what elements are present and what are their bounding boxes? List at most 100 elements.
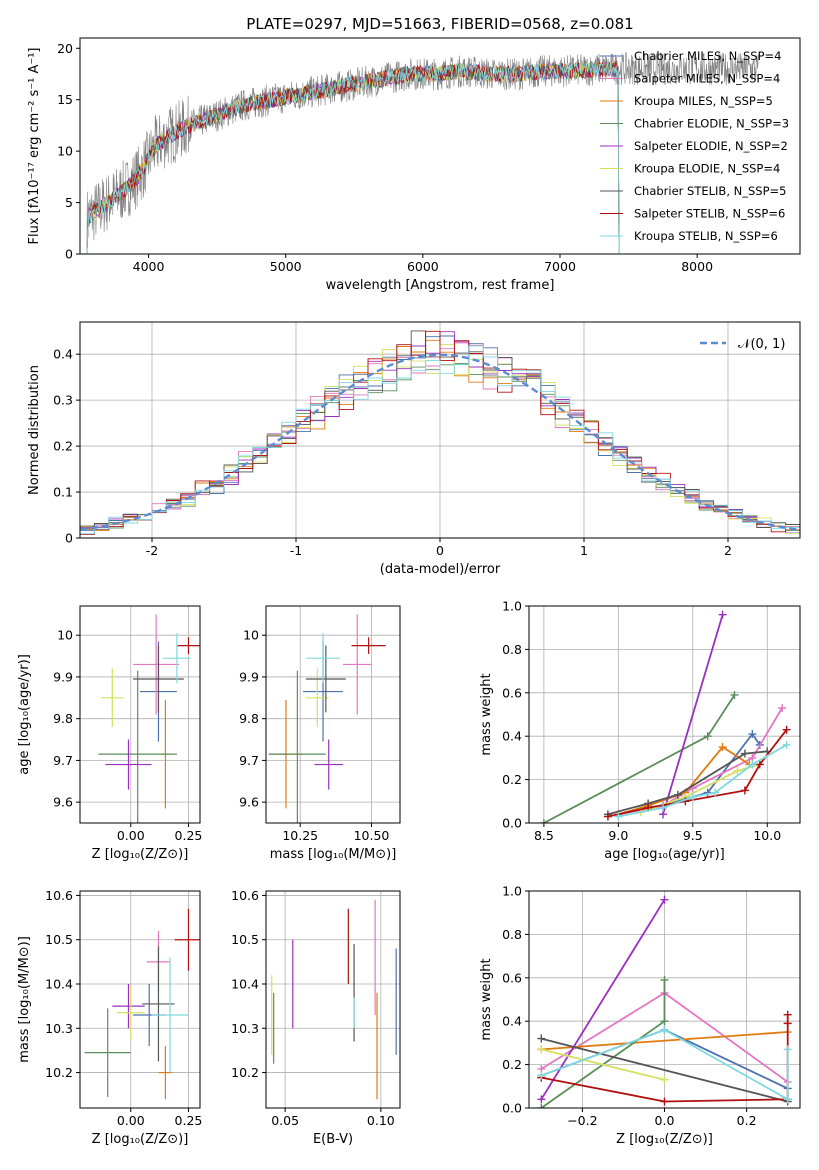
legend-entry: Chabrier MILES, N_SSP=4 (634, 49, 781, 63)
y-tick-label: 10.4 (231, 977, 259, 992)
errorbar-group (98, 614, 200, 823)
model-spectrum-line (86, 60, 620, 254)
x-tick-label: 0 (436, 543, 444, 558)
residual-histogram-panel: -2 -1 0 1 2 0 0.1 0.2 0.3 0.4 (data-model)/error No… (27, 321, 801, 577)
weight-series-line (541, 1031, 788, 1051)
x-tick-label: 10.25 (282, 828, 318, 843)
histogram-step-line (80, 345, 800, 535)
y-tick-label: 9.8 (239, 711, 259, 726)
x-axis-label: E(B-V) (313, 1132, 353, 1147)
legend-entry: Kroupa STELIB, N_SSP=6 (634, 229, 778, 243)
weight-series-line (543, 694, 736, 823)
y-tick-label: 20 (57, 41, 73, 56)
y-tick-label: 9.6 (239, 795, 259, 810)
age-vs-mass-panel: 10.25 10.50 9.6 9.7 9.8 9.9 10 mass [log₁₀(M/M⊙… (239, 605, 401, 862)
y-tick-label: 10.6 (45, 888, 73, 903)
legend-entry: Salpeter ELODIE, N_SSP=2 (634, 139, 788, 153)
y-tick-label: 9.6 (53, 795, 73, 810)
histogram-lines (80, 330, 800, 536)
errorbar-group (268, 614, 386, 823)
y-tick-label: 0.4 (502, 1014, 522, 1029)
legend-entry: Salpeter MILES, N_SSP=4 (634, 72, 780, 86)
axes-frame (265, 605, 401, 824)
y-tick-label: 15 (57, 92, 73, 107)
x-tick-label: 5000 (270, 259, 302, 274)
y-tick-label: 0 (65, 247, 73, 262)
x-tick-label: 0.0 (655, 1113, 675, 1128)
spectrum-legend: Chabrier MILES, N_SSP=4 Salpeter MILES, N… (600, 49, 789, 243)
weight-point-marker (733, 766, 742, 775)
x-tick-label: 9.0 (608, 828, 628, 843)
spectrum-panel: 4000 5000 6000 7000 8000 0 5 10 15 20 wavelength [… (27, 37, 801, 293)
weight-point-marker (603, 812, 612, 821)
y-tick-label: 1.0 (502, 884, 522, 899)
weight-point-marker (740, 749, 749, 758)
x-tick-label: 10.50 (354, 828, 390, 843)
x-axis-label: wavelength [Angstrom, rest frame] (326, 278, 555, 293)
axes-frame (79, 37, 801, 255)
y-tick-label: 10.2 (45, 1065, 73, 1080)
errorbar-group (271, 899, 397, 1100)
weight-point-marker (730, 690, 739, 699)
x-tick-label: 0.25 (175, 828, 203, 843)
x-tick-label: 0.00 (117, 1113, 145, 1128)
x-tick-label: 2 (724, 543, 732, 558)
x-tick-label: 8000 (681, 259, 713, 274)
weight-point-marker (783, 1095, 792, 1104)
weight-point-marker (537, 1045, 546, 1054)
x-tick-label: 0.05 (271, 1113, 299, 1128)
legend-entry: Salpeter STELIB, N_SSP=6 (634, 207, 785, 221)
x-tick-label: 0.00 (117, 828, 145, 843)
weight-point-marker (782, 740, 791, 749)
weight-point-marker (539, 819, 548, 823)
y-tick-label: 0.6 (502, 685, 522, 700)
y-tick-label: 0.4 (53, 347, 73, 362)
y-tick-label: 0.3 (53, 393, 73, 408)
y-tick-label: 0.0 (502, 816, 522, 831)
spectrum-lines (86, 51, 759, 254)
y-axis-label: age [log₁₀(age/yr)] (17, 654, 32, 775)
normal-curve-line (80, 353, 800, 532)
y-tick-label: 10 (243, 628, 259, 643)
figure-title: PLATE=0297, MJD=51663, FIBERID=0568, z=0… (246, 15, 633, 33)
x-axis-label: Z [log₁₀(Z/Z⊙)] (616, 1132, 713, 1147)
weight-point-marker (718, 743, 727, 752)
y-tick-label: 0.6 (502, 970, 522, 985)
y-tick-label: 0.4 (502, 729, 522, 744)
x-axis-label: Z [log₁₀(Z/Z⊙)] (92, 847, 189, 862)
axes-frame (79, 605, 201, 824)
weight-point-marker (537, 1104, 546, 1108)
axes-frame (265, 890, 401, 1109)
weight-series-line (540, 1028, 789, 1101)
axes-frame (528, 890, 801, 1109)
x-tick-label: 0.25 (175, 1113, 203, 1128)
weight-point-marker (614, 812, 623, 821)
weight-point-marker (660, 975, 669, 984)
y-tick-label: 0.0 (502, 1101, 522, 1116)
weight-point-marker (711, 788, 720, 797)
weight-point-marker (783, 1010, 792, 1019)
weight-lines (539, 610, 791, 823)
y-tick-label: 1.0 (502, 599, 522, 614)
x-tick-label: 0.2 (737, 1113, 757, 1128)
y-tick-label: 10.6 (231, 888, 259, 903)
x-tick-label: 0.10 (367, 1113, 395, 1128)
x-tick-label: -1 (290, 543, 302, 558)
legend-entry: Kroupa ELODIE, N_SSP=4 (634, 162, 780, 176)
x-tick-label: 9.5 (683, 828, 703, 843)
weight-series-line (540, 899, 666, 1100)
weight-point-marker (537, 1071, 546, 1080)
weight-point-marker (783, 1045, 792, 1054)
y-tick-label: 5 (65, 195, 73, 210)
weight-point-marker (783, 1019, 792, 1028)
y-tick-label: 9.8 (53, 711, 73, 726)
y-tick-label: 10 (57, 144, 73, 159)
weight-point-marker (740, 786, 749, 795)
y-tick-label: 0.2 (502, 1057, 522, 1072)
mass-vs-metallicity-panel: 0.00 0.25 10.2 10.3 10.4 10.5 10.6 Z [log₁₀(Z/Z… (17, 888, 202, 1147)
weight-point-marker (718, 610, 727, 619)
weight-point-marker (748, 760, 757, 769)
mass-weight-vs-metallicity-panel: −0.2 0.0 0.2 0.0 0.2 0.4 0.6 0.8 1.0 Z [log₁₀(Z/Z… (479, 884, 801, 1147)
y-tick-label: 10.5 (45, 932, 73, 947)
